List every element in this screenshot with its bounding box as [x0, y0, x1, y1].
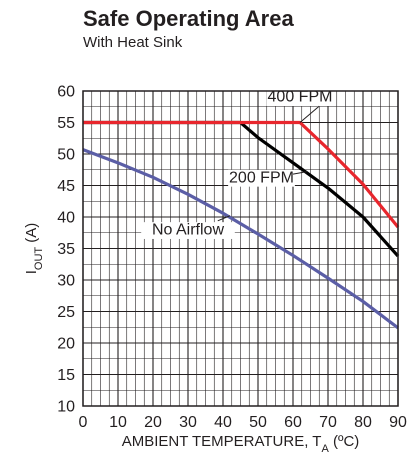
chart-title: Safe Operating Area	[83, 6, 294, 31]
x-tick-label: 50	[249, 414, 267, 431]
y-axis-label-unit: (A)	[23, 223, 40, 247]
plot-frame	[82, 90, 399, 407]
x-tick-label: 70	[319, 414, 337, 431]
y-tick-label: 15	[57, 367, 75, 384]
series-line-no-airflow	[82, 148, 399, 330]
y-tick-label: 10	[57, 399, 75, 416]
x-axis-label: AMBIENT TEMPERATURE, TA (ºC)	[122, 433, 360, 455]
series-label-no-airflow: No Airflow	[152, 222, 224, 239]
x-tick-label: 0	[79, 414, 88, 431]
y-axis-label-sub: OUT	[33, 247, 45, 271]
series-layer	[82, 120, 400, 330]
y-axis-label: IOUT (A)	[23, 223, 45, 275]
series-labels: 400 FPM 200 FPM No Airflow	[141, 89, 334, 239]
y-tick-label: 60	[57, 84, 75, 101]
chart-subtitle: With Heat Sink	[83, 34, 183, 51]
y-tick-label: 25	[57, 304, 75, 321]
x-tick-label: 10	[109, 414, 127, 431]
y-tick-label: 35	[57, 241, 75, 258]
series-line-400-fpm	[83, 120, 400, 229]
y-tick-label: 20	[57, 336, 75, 353]
y-tick-label: 45	[57, 178, 75, 195]
series-label-400-fpm: 400 FPM	[268, 89, 333, 106]
y-tick-label: 30	[57, 273, 75, 290]
x-tick-label: 90	[389, 414, 407, 431]
series-label-bg	[228, 169, 295, 187]
x-tick-label: 20	[144, 414, 162, 431]
x-tick-label: 30	[179, 414, 197, 431]
series-label-leader	[217, 215, 231, 222]
y-tick-label: 50	[57, 147, 75, 164]
tick-labels: 0 10 20 30 40 50 60 70 80 90101520253035404550556…	[57, 84, 407, 432]
series-label-leader	[292, 171, 308, 175]
series-label-leader	[299, 105, 320, 123]
x-axis-label-unit: (ºC)	[329, 433, 359, 450]
series-label-bg	[266, 89, 334, 107]
x-tick-label: 60	[284, 414, 302, 431]
x-axis-label-sub: A	[321, 443, 329, 455]
y-tick-label: 40	[57, 210, 75, 227]
series-label-bg	[141, 222, 235, 239]
y-axis-label-main: I	[23, 270, 40, 274]
x-axis-label-main: AMBIENT TEMPERATURE, T	[122, 433, 322, 450]
x-tick-label: 80	[354, 414, 372, 431]
y-tick-label: 55	[57, 115, 75, 132]
x-tick-label: 40	[214, 414, 232, 431]
series-label-200-fpm: 200 FPM	[229, 169, 294, 186]
